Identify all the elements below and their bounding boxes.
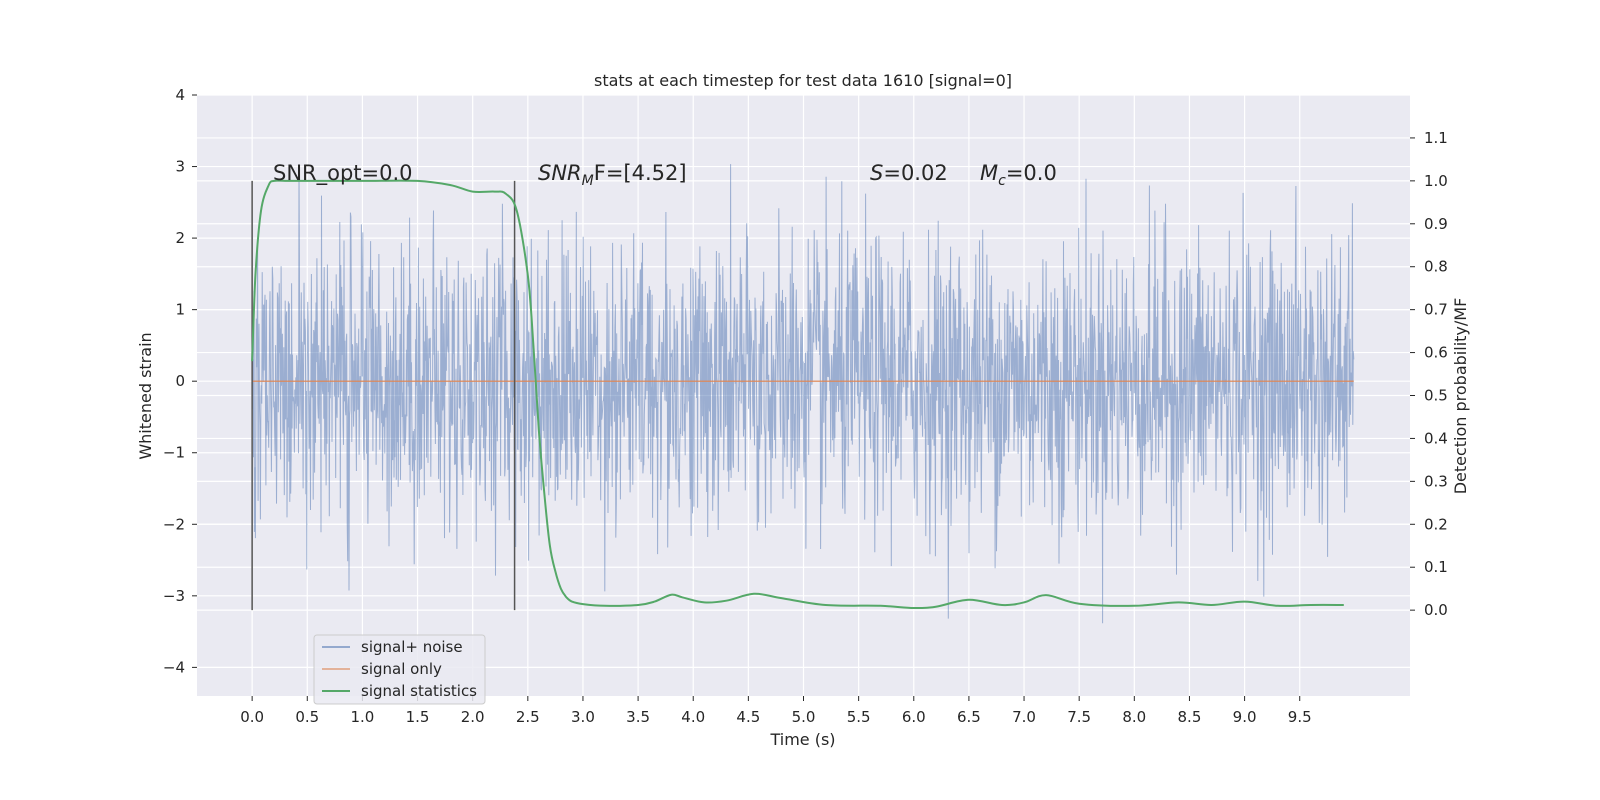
x-axis-label: Time (s) <box>769 730 835 749</box>
x-tick-label: 5.0 <box>792 708 816 726</box>
legend: signal+ noise signal only signal statist… <box>313 634 486 705</box>
annotation-s-stat: S=0.02 <box>870 161 948 185</box>
y2-tick-label: 0.8 <box>1424 258 1448 276</box>
y2-tick-label: 0.1 <box>1424 558 1448 576</box>
signal-statistics-trace <box>251 179 1344 610</box>
y-tick-label: 4 <box>175 86 185 104</box>
chart-title: stats at each timestep for test data 161… <box>594 71 1012 90</box>
x-tick-label: 9.0 <box>1233 708 1257 726</box>
y2-tick-label: 0.6 <box>1424 344 1448 362</box>
y-tick-label: 3 <box>175 158 185 176</box>
x-tick-label: 6.0 <box>902 708 926 726</box>
y2-tick-label: 0.3 <box>1424 472 1448 490</box>
series-signal-statistics <box>251 179 1344 610</box>
legend-label-signal: signal only <box>361 660 442 678</box>
y-tick-label: −1 <box>163 444 185 462</box>
y2-tick-label: 0.9 <box>1424 215 1448 233</box>
x-tick-label: 1.0 <box>350 708 374 726</box>
annotations: SNR_opt=0.0 SNRMF=[4.52] S=0.02 Mc=0.0 <box>273 161 1057 189</box>
y-tick-label: 1 <box>175 301 185 319</box>
x-tick-label: 2.0 <box>461 708 485 726</box>
x-tick-label: 1.5 <box>406 708 430 726</box>
y2-tick-label: 0.5 <box>1424 387 1448 405</box>
y2-axis-ticks: 0.0 0.1 0.2 0.3 0.4 0.5 0.6 0.7 0.8 0.9 1.0 1.1 <box>1410 129 1448 619</box>
x-tick-label: 4.5 <box>736 708 760 726</box>
x-tick-label: 8.5 <box>1178 708 1202 726</box>
y2-tick-label: 1.1 <box>1424 129 1448 147</box>
x-tick-label: 3.5 <box>626 708 650 726</box>
annotation-snr-mf: SNRMF=[4.52] <box>538 161 687 189</box>
y-axis-label: Whitened strain <box>136 332 155 459</box>
legend-label-noise: signal+ noise <box>361 638 463 656</box>
y2-tick-label: 0.7 <box>1424 301 1448 319</box>
y-tick-label: 0 <box>175 372 185 390</box>
annotation-mc-stat: Mc=0.0 <box>980 161 1057 189</box>
marker-lines <box>251 180 516 611</box>
y2-axis-label: Detection probability/MF <box>1451 298 1470 495</box>
x-tick-label: 5.5 <box>847 708 871 726</box>
legend-label-statistics: signal statistics <box>361 682 477 700</box>
x-tick-label: 6.5 <box>957 708 981 726</box>
x-tick-label: 3.0 <box>571 708 595 726</box>
x-tick-label: 2.5 <box>516 708 540 726</box>
x-tick-label: 4.0 <box>681 708 705 726</box>
x-tick-label: 9.5 <box>1288 708 1312 726</box>
series-signal-plus-noise <box>251 164 1355 624</box>
legend-box <box>313 634 486 705</box>
y-tick-label: −2 <box>163 515 185 533</box>
x-tick-label: 8.0 <box>1122 708 1146 726</box>
y2-tick-label: 1.0 <box>1424 172 1448 190</box>
y-tick-label: −3 <box>163 587 185 605</box>
x-tick-label: 7.5 <box>1067 708 1091 726</box>
y2-tick-label: 0.2 <box>1424 515 1448 533</box>
y2-tick-label: 0.4 <box>1424 429 1448 447</box>
annotation-snr-opt: SNR_opt=0.0 <box>273 161 413 186</box>
y-tick-label: −4 <box>163 658 185 676</box>
y-tick-label: 2 <box>175 229 185 247</box>
signal-plus-noise-trace <box>251 164 1355 624</box>
x-axis-ticks: 0.0 0.5 1.0 1.5 2.0 2.5 3.0 3.5 4.0 4.5 5.0 5.5 6.0 6… <box>240 696 1312 726</box>
x-tick-label: 0.0 <box>240 708 264 726</box>
y2-tick-label: 0.0 <box>1424 601 1448 619</box>
x-tick-label: 7.0 <box>1012 708 1036 726</box>
y-axis-ticks: −4 −3 −2 −1 0 1 2 3 4 <box>163 86 197 676</box>
x-tick-label: 0.5 <box>295 708 319 726</box>
